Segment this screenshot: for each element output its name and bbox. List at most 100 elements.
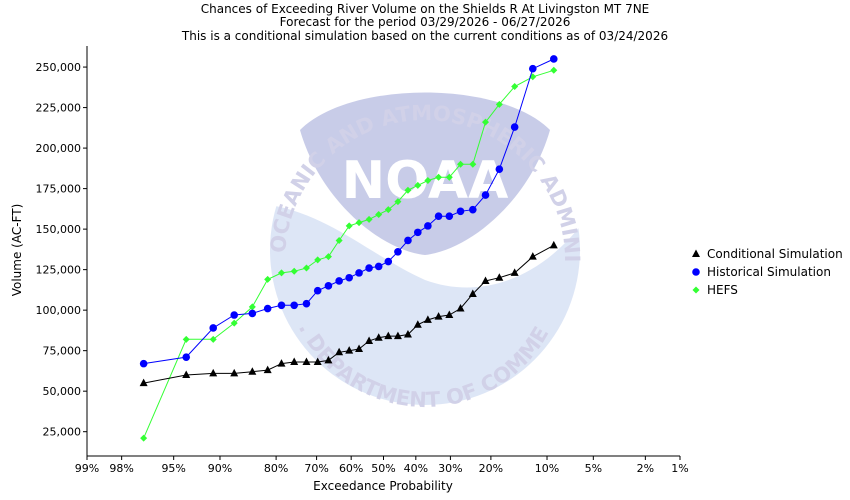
data-point-historical-simulation	[263, 304, 272, 313]
data-point-hefs	[435, 173, 443, 181]
data-point-hefs	[414, 181, 422, 189]
x-tick-label: 95%	[161, 462, 185, 475]
data-point-hefs	[345, 222, 353, 230]
data-point-historical-simulation	[182, 353, 191, 361]
data-point-historical-simulation	[384, 257, 393, 266]
data-point-historical-simulation	[424, 222, 432, 230]
y-tick-label: 75,000	[43, 345, 82, 358]
seal-wave-shape	[270, 205, 580, 405]
x-tick-label: 80%	[264, 462, 288, 475]
data-point-historical-simulation	[404, 236, 412, 245]
data-point-hefs	[394, 198, 402, 206]
data-point-hefs	[457, 160, 465, 168]
data-point-conditional-simulation	[413, 320, 422, 328]
data-point-historical-simulation	[248, 309, 257, 318]
y-tick-label: 50,000	[43, 385, 82, 398]
data-point-conditional-simulation	[277, 359, 286, 367]
y-tick-label: 250,000	[36, 61, 82, 74]
data-point-conditional-simulation	[384, 331, 393, 340]
y-tick-label: 100,000	[36, 304, 82, 317]
y-axis-ticks: 25,000 50,000 75,000 100,000 125,000 150,000 1…	[36, 61, 87, 439]
title-line-3: This is a conditional simulation based o…	[181, 29, 668, 43]
data-point-historical-simulation	[434, 212, 443, 220]
data-point-historical-simulation	[549, 55, 558, 63]
x-tick-label: 1%	[671, 462, 688, 475]
data-point-conditional-simulation	[313, 357, 322, 366]
data-point-hefs	[248, 303, 256, 311]
data-point-conditional-simulation	[248, 367, 257, 375]
data-point-hefs	[182, 335, 190, 343]
data-point-conditional-simulation	[139, 378, 148, 387]
series-conditional-simulation	[139, 240, 558, 387]
legend-marker-hefs	[692, 286, 700, 294]
data-point-historical-simulation	[456, 207, 465, 216]
x-tick-label: 90%	[208, 462, 232, 475]
data-point-conditional-simulation	[263, 365, 272, 374]
legend-item-conditional-simulation: Conditional Simulation	[692, 247, 843, 261]
x-tick-label: 99%	[75, 462, 99, 475]
data-point-hefs	[424, 177, 432, 185]
y-tick-label: 125,000	[36, 264, 82, 277]
title-line-1: Chances of Exceeding River Volume on the…	[201, 2, 650, 16]
data-point-conditional-simulation	[209, 368, 218, 377]
series-hefs	[140, 66, 558, 442]
x-tick-label: 10%	[535, 462, 559, 475]
data-point-conditional-simulation	[335, 347, 344, 356]
data-point-hefs	[495, 100, 503, 108]
x-tick-label: 5%	[585, 462, 602, 475]
noaa-watermark: NOAA NATIONAL OCEANIC AND ATMOSPHERIC AD…	[0, 0, 584, 412]
data-point-historical-simulation	[209, 324, 218, 332]
data-point-historical-simulation	[302, 299, 311, 308]
seal-bird-shape	[300, 92, 550, 255]
series-layer	[139, 55, 558, 442]
data-point-historical-simulation	[469, 205, 477, 214]
data-point-historical-simulation	[528, 64, 537, 73]
data-point-hefs	[277, 269, 285, 277]
legend-item-historical-simulation: Historical Simulation	[692, 265, 831, 279]
data-point-hefs	[384, 206, 392, 214]
data-point-historical-simulation	[324, 282, 333, 290]
chart-legend: Conditional Simulation Historical Simulat…	[692, 247, 843, 297]
y-tick-label: 225,000	[36, 102, 82, 115]
series-historical-simulation	[139, 55, 558, 368]
data-point-hefs	[324, 253, 332, 261]
y-tick-label: 200,000	[36, 142, 82, 155]
data-point-conditional-simulation	[302, 357, 311, 366]
x-tick-label: 2%	[637, 462, 654, 475]
data-point-conditional-simulation	[445, 310, 454, 319]
data-point-hefs	[209, 335, 217, 343]
data-point-historical-simulation	[290, 301, 298, 310]
data-point-conditional-simulation	[549, 240, 558, 249]
data-point-conditional-simulation	[403, 329, 412, 338]
data-point-historical-simulation	[394, 248, 402, 256]
data-point-hefs	[550, 66, 558, 74]
data-point-conditional-simulation	[468, 289, 477, 297]
data-point-hefs	[355, 219, 363, 227]
data-point-conditional-simulation	[374, 333, 383, 341]
data-point-hefs	[445, 173, 453, 181]
data-point-conditional-simulation	[528, 252, 537, 260]
data-point-conditional-simulation	[456, 304, 465, 312]
data-point-hefs	[314, 256, 322, 264]
data-point-hefs	[365, 215, 373, 223]
data-point-historical-simulation	[365, 264, 373, 272]
y-tick-label: 150,000	[36, 223, 82, 236]
data-point-conditional-simulation	[434, 312, 443, 320]
data-point-historical-simulation	[510, 123, 519, 131]
data-point-historical-simulation	[335, 277, 343, 285]
x-tick-label: 20%	[479, 462, 503, 475]
data-point-historical-simulation	[313, 286, 322, 295]
data-point-historical-simulation	[445, 212, 454, 220]
series-line-hefs	[143, 69, 554, 439]
y-axis-label: Volume (AC-FT)	[10, 204, 24, 297]
data-point-conditional-simulation	[393, 331, 402, 340]
data-point-hefs	[482, 118, 490, 126]
seal-background	[270, 95, 580, 405]
data-point-historical-simulation	[277, 301, 286, 310]
data-point-historical-simulation	[374, 262, 383, 271]
data-point-conditional-simulation	[495, 273, 504, 281]
x-tick-label: 60%	[339, 462, 363, 475]
data-point-conditional-simulation	[345, 346, 354, 354]
data-point-hefs	[511, 83, 519, 91]
legend-marker-conditional-simulation	[692, 249, 700, 257]
